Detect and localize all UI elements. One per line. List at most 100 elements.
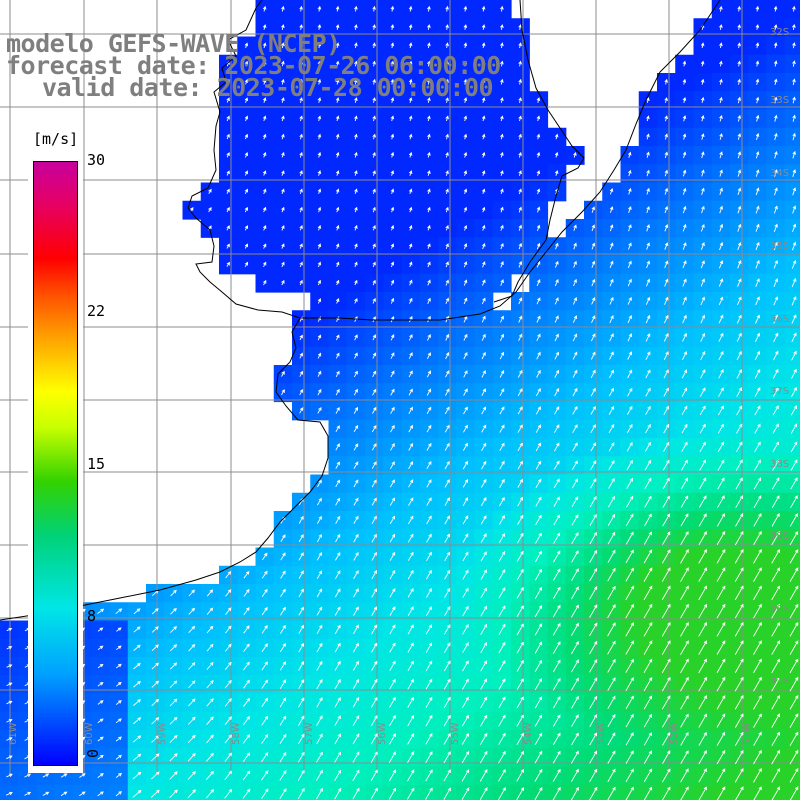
wind-arrow	[389, 515, 395, 525]
wind-arrow	[317, 42, 322, 49]
wind-arrow	[372, 78, 376, 85]
wind-arrow	[716, 603, 726, 619]
wind-arrow	[445, 151, 449, 158]
wind-arrow	[151, 753, 160, 762]
wind-arrow	[552, 768, 561, 782]
wind-arrow	[700, 369, 706, 379]
wind-cell	[219, 784, 238, 800]
wind-arrow	[555, 242, 559, 250]
wind-arrow	[627, 242, 632, 250]
wind-cell	[164, 638, 184, 658]
wind-cell	[109, 711, 129, 731]
wind-arrow	[518, 115, 522, 122]
wind-arrow	[755, 5, 760, 12]
wind-arrow	[771, 786, 780, 800]
wind-arrow	[643, 585, 653, 601]
wind-cell	[784, 182, 800, 202]
wind-arrow	[772, 441, 779, 453]
wind-arrow	[572, 460, 578, 470]
wind-arrow	[516, 732, 524, 746]
wind-arrow	[297, 787, 305, 800]
wind-arrow	[408, 78, 413, 85]
wind-arrow	[516, 641, 524, 654]
wind-arrow	[535, 406, 541, 415]
wind-arrow	[42, 773, 50, 778]
wind-cell	[200, 730, 220, 749]
wind-arrow	[700, 260, 705, 269]
wind-arrow	[608, 387, 614, 397]
wind-arrow	[389, 588, 396, 598]
wind-arrow	[663, 441, 670, 452]
wind-arrow	[97, 773, 104, 778]
wind-arrow	[646, 151, 650, 158]
wind-arrow	[298, 697, 305, 708]
wind-arrow	[79, 791, 86, 797]
wind-arrow	[244, 60, 249, 67]
wind-arrow	[407, 769, 415, 782]
wind-arrow	[499, 388, 505, 397]
wind-arrow	[591, 260, 596, 268]
wind-arrow	[790, 459, 798, 471]
wind-arrow	[644, 513, 652, 527]
wind-arrow	[734, 548, 744, 564]
wind-arrow	[372, 24, 376, 30]
wind-arrow	[445, 133, 449, 140]
wind-arrow	[317, 78, 322, 85]
wind-arrow	[427, 333, 431, 341]
wind-arrow	[299, 224, 303, 231]
wind-arrow	[407, 733, 415, 745]
wind-arrow	[206, 680, 214, 689]
wind-arrow	[591, 278, 596, 287]
wind-arrow	[335, 551, 341, 561]
wind-arrow	[462, 678, 469, 690]
wind-arrow	[407, 751, 415, 763]
wind-arrow	[716, 768, 726, 783]
wind-arrow	[279, 679, 287, 689]
wind-arrow	[737, 96, 742, 104]
wind-arrow	[680, 658, 689, 674]
wind-arrow	[736, 350, 742, 361]
wind-arrow	[719, 78, 723, 85]
wind-arrow	[755, 187, 760, 196]
wind-arrow	[390, 442, 395, 451]
wind-arrow	[589, 750, 598, 764]
wind-cell	[219, 565, 238, 585]
wind-cell	[766, 784, 786, 800]
wind-cell	[219, 766, 238, 786]
wind-arrow	[572, 351, 578, 360]
wind-arrow	[698, 548, 707, 564]
wind-arrow	[773, 205, 778, 214]
wind-arrow	[535, 442, 542, 452]
wind-arrow	[698, 567, 707, 582]
wind-arrow	[280, 570, 286, 579]
wind-arrow	[132, 753, 142, 761]
wind-cell	[547, 784, 567, 800]
wind-arrow	[335, 279, 340, 286]
wind-arrow	[609, 260, 614, 268]
wind-arrow	[500, 115, 504, 122]
wind-arrow	[317, 133, 322, 140]
wind-arrow	[591, 242, 596, 250]
wind-arrow	[498, 750, 506, 764]
wind-arrow	[517, 460, 523, 470]
wind-arrow	[390, 370, 395, 378]
wind-arrow	[299, 42, 303, 49]
wind-arrow	[699, 387, 706, 397]
wind-arrow	[389, 733, 396, 745]
wind-arrow	[755, 278, 760, 287]
wind-arrow	[426, 388, 432, 396]
wind-arrow	[335, 133, 340, 140]
wind-arrow	[735, 459, 743, 471]
wind-arrow	[536, 242, 541, 250]
wind-arrow	[371, 443, 377, 451]
wind-arrow	[736, 314, 742, 324]
wind-arrow	[572, 369, 578, 378]
wind-arrow	[224, 698, 232, 707]
wind-arrow	[60, 791, 68, 796]
wind-arrow	[698, 750, 707, 765]
wind-arrow	[280, 606, 286, 616]
wind-arrow	[516, 678, 524, 691]
wind-arrow	[735, 495, 743, 508]
wind-arrow	[42, 791, 50, 796]
wind-arrow	[589, 677, 598, 691]
